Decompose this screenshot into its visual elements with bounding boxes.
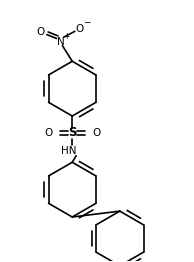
- Text: +: +: [63, 32, 70, 41]
- Text: O: O: [75, 24, 84, 34]
- Text: O: O: [44, 128, 52, 138]
- Text: N: N: [57, 37, 64, 47]
- Text: S: S: [68, 127, 76, 139]
- Text: O: O: [92, 128, 100, 138]
- Text: O: O: [36, 27, 44, 37]
- Text: HN: HN: [61, 146, 76, 156]
- Text: −: −: [83, 18, 90, 27]
